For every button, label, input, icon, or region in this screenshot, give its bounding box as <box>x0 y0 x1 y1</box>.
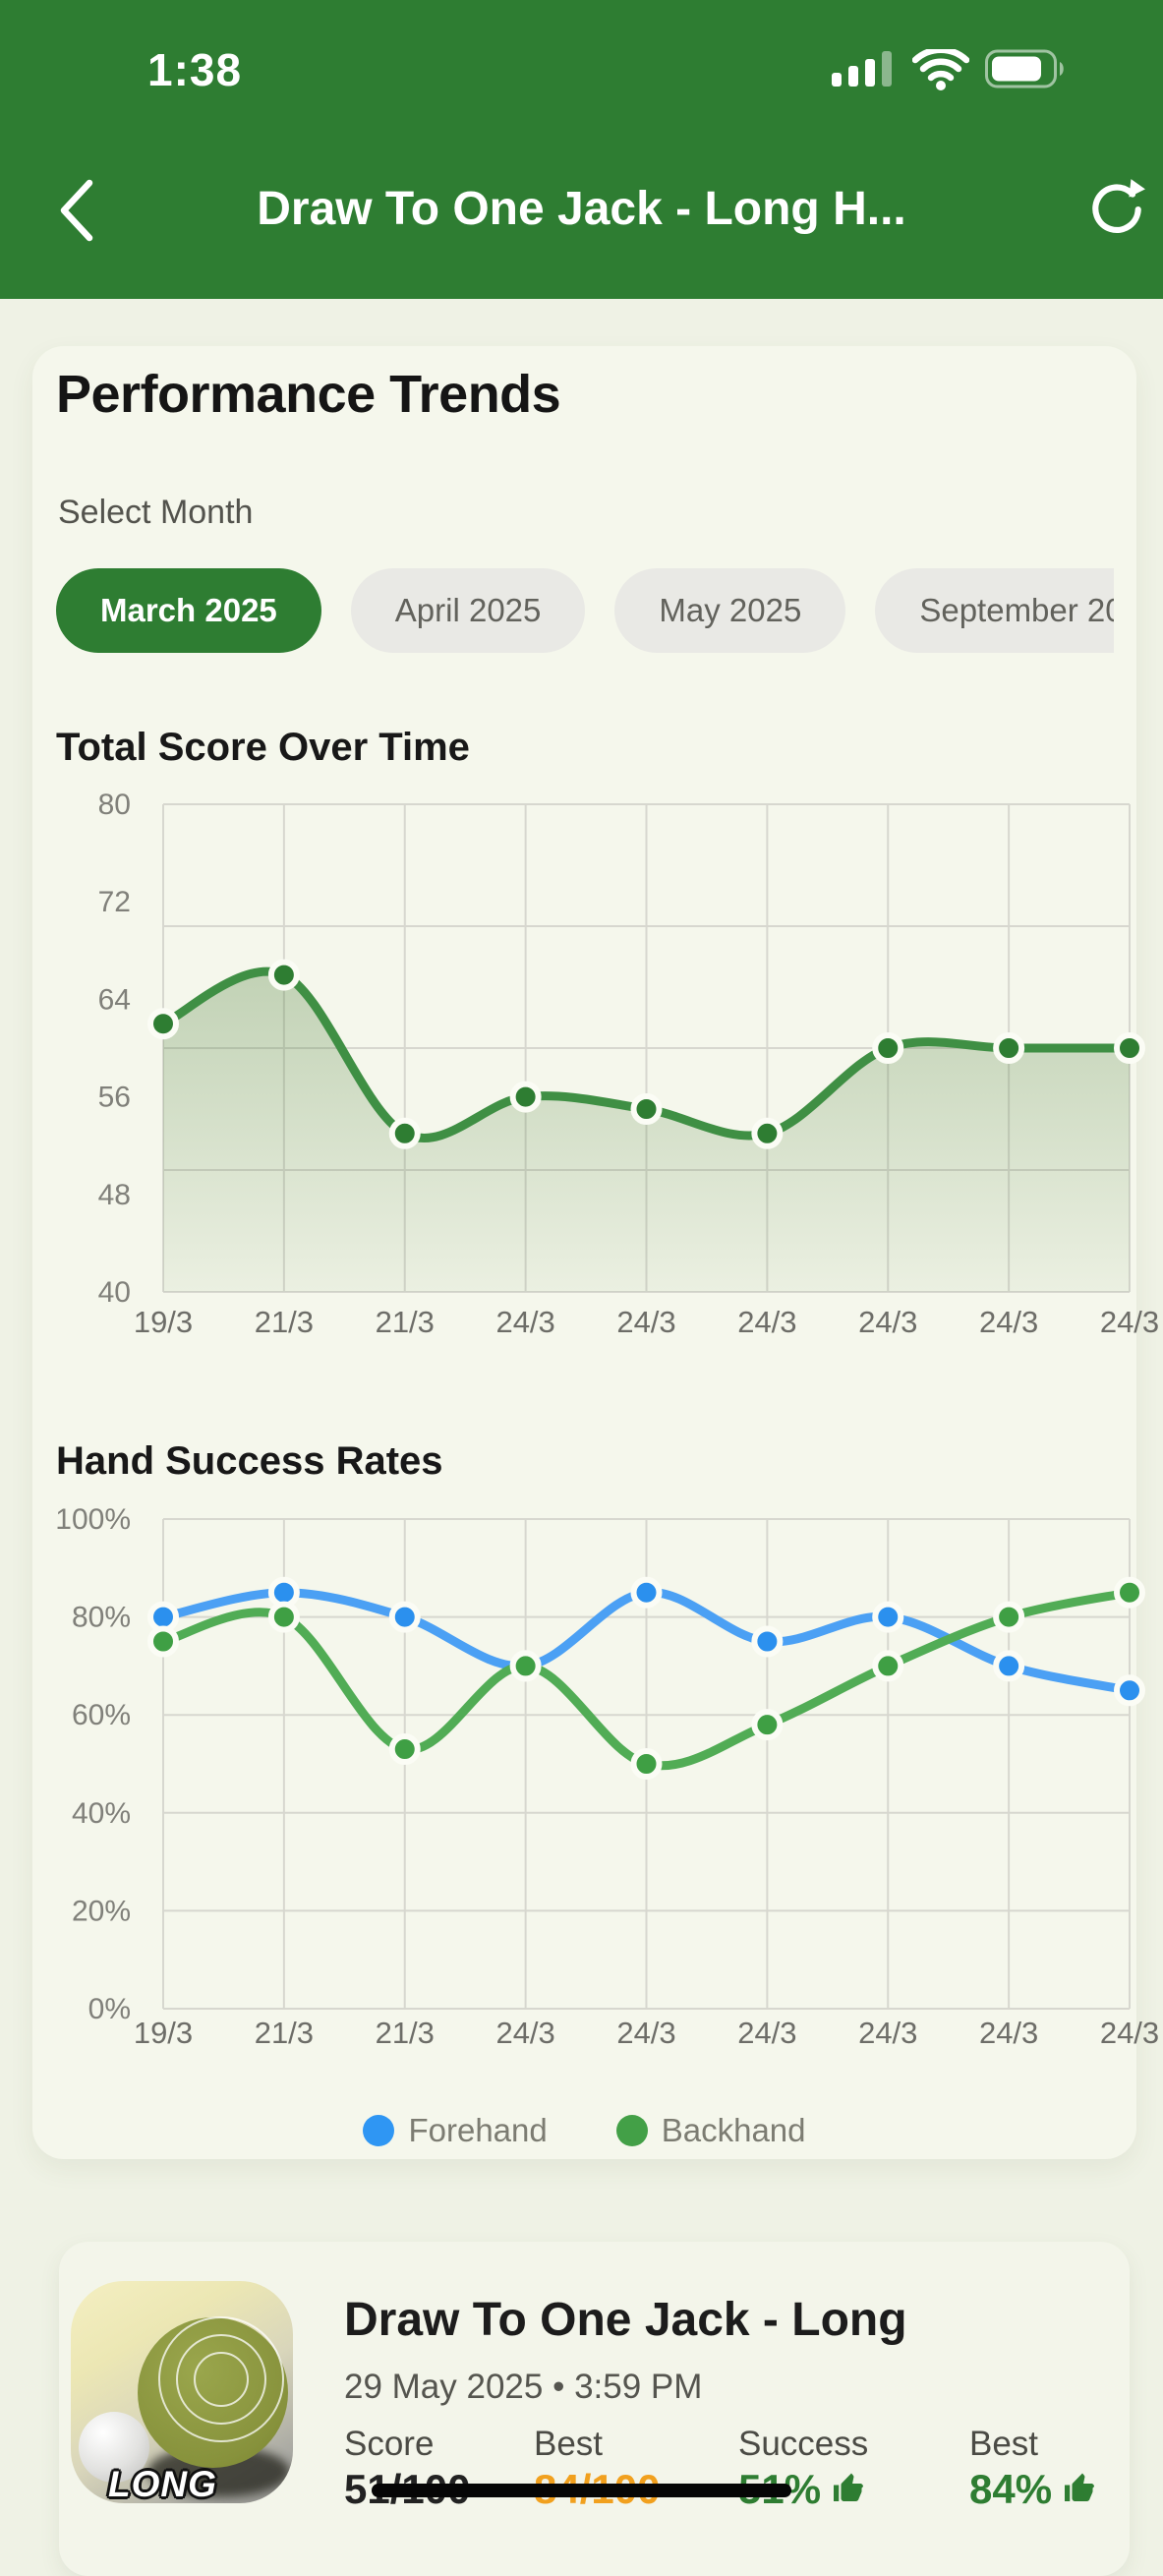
svg-text:24/3: 24/3 <box>979 2016 1038 2050</box>
thumbs-up-icon <box>834 2473 864 2501</box>
card-title: Performance Trends <box>56 365 561 424</box>
svg-text:24/3: 24/3 <box>858 1305 917 1339</box>
svg-text:24/3: 24/3 <box>737 1305 796 1339</box>
battery-icon <box>985 49 1064 88</box>
svg-text:80: 80 <box>98 789 131 821</box>
svg-text:0%: 0% <box>88 1993 131 2025</box>
svg-text:24/3: 24/3 <box>495 1305 554 1339</box>
chevron-left-icon <box>60 179 93 242</box>
chart-legend: Forehand Backhand <box>32 2112 1136 2149</box>
month-chip-march-2025[interactable]: March 2025 <box>56 568 321 653</box>
hand-success-chart: 100% 80% 60% 40% 20% 0%19/3 21/3 21/3 24/3 24/3 24… <box>55 1503 1159 2050</box>
month-chip-april-2025[interactable]: April 2025 <box>350 568 586 653</box>
session-datetime: 29 May 2025 • 3:59 PM <box>344 2368 703 2406</box>
svg-text:21/3: 21/3 <box>255 2016 314 2050</box>
legend-label: Forehand <box>408 2112 548 2148</box>
svg-text:24/3: 24/3 <box>616 2016 675 2050</box>
svg-text:19/3: 19/3 <box>134 1305 193 1339</box>
svg-text:40%: 40% <box>72 1797 131 1830</box>
svg-text:80%: 80% <box>72 1602 131 1634</box>
performance-trends-card: Performance Trends Select Month March 20… <box>32 346 1160 2159</box>
select-month-label: Select Month <box>58 494 254 531</box>
svg-text:24/3: 24/3 <box>737 2016 796 2050</box>
jack-ball-icon <box>79 2412 149 2483</box>
svg-text:64: 64 <box>98 983 131 1016</box>
icon-text: LONG <box>108 2464 217 2503</box>
refresh-button[interactable] <box>1085 177 1148 240</box>
svg-text:56: 56 <box>98 1082 131 1114</box>
session-title: Draw To One Jack - Long <box>344 2294 907 2346</box>
total-score-chart-title: Total Score Over Time <box>56 726 470 769</box>
status-time: 1:38 <box>147 44 243 95</box>
hand-success-chart-title: Hand Success Rates <box>56 1439 443 1483</box>
svg-text:48: 48 <box>98 1179 131 1211</box>
refresh-icon <box>1092 179 1145 233</box>
home-indicator[interactable] <box>372 2484 791 2497</box>
svg-text:24/3: 24/3 <box>1100 1305 1159 1339</box>
svg-text:21/3: 21/3 <box>255 1305 314 1339</box>
svg-text:24/3: 24/3 <box>616 1305 675 1339</box>
thumbs-up-icon <box>1065 2473 1095 2501</box>
month-chip-row[interactable]: March 2025 April 2025 May 2025 September… <box>56 568 1114 655</box>
svg-text:100%: 100% <box>55 1503 131 1536</box>
svg-text:24/3: 24/3 <box>1100 2016 1159 2050</box>
svg-text:20%: 20% <box>72 1895 131 1927</box>
stat-best-score: Best 84/100 <box>534 2425 660 2512</box>
legend-item-forehand: Forehand <box>363 2112 548 2149</box>
stat-success: Success 51% <box>738 2425 925 2512</box>
legend-item-backhand: Backhand <box>615 2112 806 2149</box>
forehand-dot-icon <box>363 2115 395 2146</box>
svg-text:40: 40 <box>98 1276 131 1309</box>
svg-text:24/3: 24/3 <box>979 1305 1038 1339</box>
backhand-dot-icon <box>615 2115 648 2146</box>
svg-text:24/3: 24/3 <box>495 2016 554 2050</box>
back-button[interactable] <box>51 177 102 244</box>
month-chip-may-2025[interactable]: May 2025 <box>614 568 846 653</box>
svg-text:21/3: 21/3 <box>376 1305 435 1339</box>
game-icon: LONG <box>71 2281 293 2503</box>
svg-text:72: 72 <box>98 886 131 918</box>
legend-label: Backhand <box>661 2112 806 2148</box>
app-header: 1:38 Draw To One Jack - Long H... <box>0 0 1163 299</box>
status-icons <box>832 47 1077 90</box>
stat-score: Score 51/100 <box>344 2425 470 2512</box>
wifi-icon <box>912 49 969 90</box>
svg-text:21/3: 21/3 <box>376 2016 435 2050</box>
svg-text:24/3: 24/3 <box>858 2016 917 2050</box>
stat-best-success: Best 84% <box>969 2425 1156 2512</box>
page-title: Draw To One Jack - Long H... <box>257 183 906 235</box>
svg-text:19/3: 19/3 <box>134 2016 193 2050</box>
cellular-signal-icon <box>832 51 892 87</box>
session-card[interactable]: LONG Draw To One Jack - Long 29 May 2025… <box>59 2242 1130 2576</box>
svg-text:60%: 60% <box>72 1699 131 1731</box>
month-chip-september-2025[interactable]: September 2025 <box>875 568 1114 653</box>
